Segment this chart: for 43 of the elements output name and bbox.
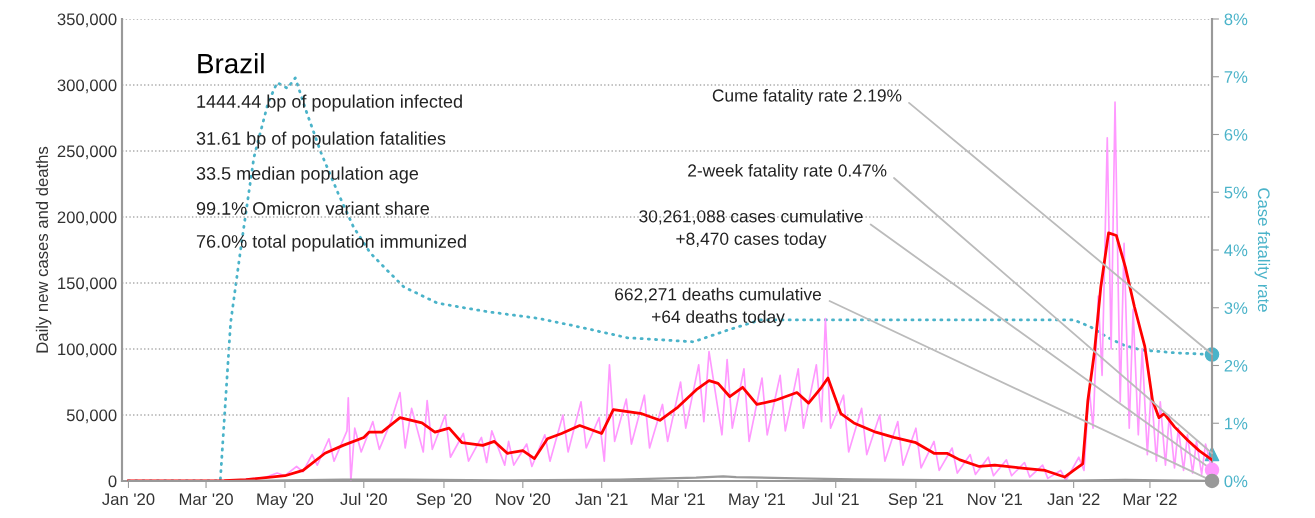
x-tick-label: Sep '20 xyxy=(416,493,472,509)
annotation: 99.1% Omicron variant share xyxy=(196,201,430,215)
y2-tick-label: 7% xyxy=(1224,71,1248,83)
x-tick-label: Jan '21 xyxy=(575,493,628,506)
annotation: 76.0% total population immunized xyxy=(196,234,466,252)
y2-tick-label: 1% xyxy=(1225,417,1248,430)
y2-tick-label: 5% xyxy=(1224,186,1248,199)
y2-tick-label: 6% xyxy=(1224,128,1248,141)
annotation: 30,261,088 cases cumulative +8,470 cases today xyxy=(639,209,863,249)
y2-tick-label: 4% xyxy=(1224,244,1248,257)
y-tick-label: 100,000 xyxy=(58,343,117,358)
y2-axis-title: Case fatality rate xyxy=(1254,188,1271,312)
x-tick-label: Mar '21 xyxy=(651,493,705,506)
annotation: 2-week fatality rate 0.47% xyxy=(688,163,887,181)
x-tick-label: May '21 xyxy=(729,493,785,509)
x-tick-label: Nov '20 xyxy=(496,493,551,506)
y2-tick-label: 8% xyxy=(1224,13,1248,26)
y2-tick-label: 2% xyxy=(1224,359,1248,372)
x-tick-label: Mar '22 xyxy=(1123,493,1177,506)
x-tick-label: Jan '20 xyxy=(102,493,155,506)
annotation: 662,271 deaths cumulative +64 deaths today xyxy=(615,287,821,327)
text: Brazil xyxy=(198,53,264,74)
annotation: 31.61 bp of population fatalities xyxy=(196,131,446,149)
x-tick-label: May '20 xyxy=(257,493,314,509)
y-tick-label: 350,000 xyxy=(57,13,117,28)
annotation: Cume fatality rate 2.19% xyxy=(712,88,902,106)
y2-tick-label: 0% xyxy=(1224,475,1248,488)
y-tick-label: 50,000 xyxy=(66,409,117,424)
y-axis-title: Daily new cases and deaths xyxy=(35,146,52,353)
y-tick-label: 300,000 xyxy=(57,79,117,94)
y-tick-label: 200,000 xyxy=(57,211,117,226)
y2-tick-label: 3% xyxy=(1224,302,1248,314)
x-tick-label: Mar '20 xyxy=(179,493,233,506)
y-tick-label: 150,000 xyxy=(58,277,117,292)
x-tick-label: Jan '22 xyxy=(1047,493,1100,506)
x-tick-label: Nov '21 xyxy=(968,493,1022,506)
y-tick-label: 250,000 xyxy=(57,145,117,160)
annotation: 1444.44 bp of population infected xyxy=(197,94,462,112)
x-tick-label: Jul '20 xyxy=(340,492,387,506)
x-tick-label: Sep '21 xyxy=(888,493,944,509)
annotation: 33.5 median population age xyxy=(196,166,419,184)
y-tick-label: 0 xyxy=(108,475,117,488)
x-tick-label: Jul '21 xyxy=(812,492,859,506)
